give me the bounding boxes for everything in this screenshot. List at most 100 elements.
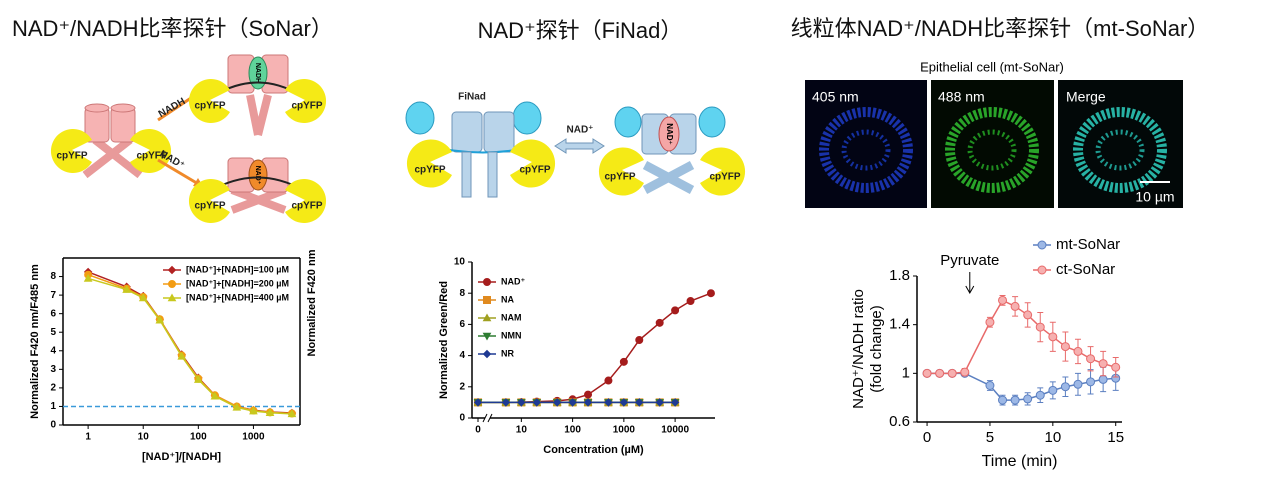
sonar-diagram: cpYFP cpYFP NADH NAD⁺ NADH cpYFP cpYFP N… bbox=[50, 54, 327, 224]
y-tick-label: 10 bbox=[454, 257, 466, 268]
marker bbox=[1086, 377, 1096, 387]
series-line bbox=[927, 299, 1116, 375]
y-tick-label: 7 bbox=[50, 290, 56, 301]
marker bbox=[671, 306, 680, 315]
marker bbox=[249, 406, 258, 415]
marker bbox=[83, 273, 93, 282]
marker bbox=[670, 398, 680, 407]
diagram-label: cpYFP bbox=[519, 165, 550, 176]
legend-marker bbox=[482, 313, 492, 322]
legend-label: [NAD⁺]+[NADH]=200 µM bbox=[186, 278, 289, 288]
diagram-label: cpYFP bbox=[604, 172, 635, 183]
x-tick-label: 5 bbox=[986, 429, 994, 446]
y-tick-label: 3 bbox=[50, 364, 56, 375]
diagram-label: cpYFP bbox=[291, 201, 322, 212]
marker bbox=[122, 285, 131, 293]
legend-label: NAM bbox=[501, 312, 522, 322]
right-label: Normalized F420 nm bbox=[306, 249, 318, 356]
x-axis-label: [NAD⁺]/[NADH] bbox=[142, 451, 221, 463]
marker bbox=[935, 368, 945, 378]
x-axis-label: Concentration (µM) bbox=[543, 444, 644, 456]
diagram-label: NAD⁺ bbox=[254, 166, 262, 185]
panel-title: 线粒体NAD⁺/NADH比率探针（mt-SoNar） bbox=[791, 16, 1210, 41]
finad-diagram: FiNad cpYFP cpYFP NAD⁺ NAD⁺ cpYFP cpYFP bbox=[405, 92, 746, 198]
marker bbox=[583, 398, 593, 407]
marker bbox=[287, 409, 297, 418]
marker bbox=[193, 375, 203, 383]
x-axis-label: Time (min) bbox=[982, 453, 1058, 470]
marker bbox=[1060, 382, 1070, 392]
marker bbox=[1010, 301, 1020, 311]
marker bbox=[922, 368, 932, 378]
marker bbox=[532, 398, 541, 407]
x-tick-label: 100 bbox=[564, 425, 581, 436]
marker bbox=[1035, 322, 1045, 332]
y-tick-label: 4 bbox=[50, 345, 56, 356]
marker bbox=[998, 395, 1008, 405]
marker bbox=[473, 398, 483, 407]
diagram-label: cpYFP bbox=[56, 151, 87, 162]
x-tick-label: 10 bbox=[1044, 429, 1061, 446]
marker bbox=[960, 367, 970, 377]
diagram-label: NADH bbox=[254, 63, 261, 83]
diagram-label: NAD⁺ bbox=[665, 123, 674, 145]
y-tick-label: 2 bbox=[459, 381, 465, 392]
channel-label: 488 nm bbox=[938, 89, 985, 105]
y-axis-label: Normalized Green/Red bbox=[438, 281, 450, 399]
legend-label: NR bbox=[501, 348, 514, 358]
x-tick-label: 0 bbox=[923, 429, 931, 446]
legend-label: [NAD⁺]+[NADH]=400 µM bbox=[186, 292, 289, 302]
legend-marker bbox=[167, 293, 177, 302]
diagram-label: FiNad bbox=[458, 92, 486, 103]
marker bbox=[706, 289, 715, 298]
marker bbox=[1073, 346, 1083, 356]
marker bbox=[568, 398, 577, 407]
image-title: Epithelial cell (mt-SoNar) bbox=[920, 59, 1064, 74]
x-tick-label: 1000 bbox=[613, 425, 636, 436]
marker bbox=[584, 390, 593, 399]
marker bbox=[947, 368, 957, 378]
marker bbox=[1048, 385, 1058, 395]
y-tick-label: 8 bbox=[459, 288, 465, 299]
marker bbox=[1023, 394, 1033, 404]
legend-label: ct-SoNar bbox=[1056, 261, 1115, 278]
y-tick-label: 1 bbox=[50, 401, 56, 412]
legend-marker bbox=[168, 280, 176, 288]
y-tick-label: 2 bbox=[50, 383, 56, 394]
axis-break bbox=[487, 413, 493, 423]
marker bbox=[635, 336, 644, 344]
marker bbox=[265, 408, 275, 417]
x-tick-label: 100 bbox=[190, 432, 207, 443]
marker bbox=[232, 402, 242, 411]
marker bbox=[1111, 362, 1121, 372]
diagram-label: cpYFP bbox=[194, 201, 225, 212]
y-tick-label: 0.6 bbox=[889, 413, 910, 430]
channel-label: Merge bbox=[1066, 89, 1106, 105]
marker bbox=[1086, 354, 1096, 364]
marker bbox=[985, 317, 995, 327]
channel-label: 405 nm bbox=[812, 89, 859, 105]
y-tick-label: 0 bbox=[459, 413, 465, 424]
marker bbox=[1098, 359, 1108, 369]
marker bbox=[517, 398, 526, 407]
x-tick-label: 10 bbox=[516, 425, 528, 436]
marker bbox=[138, 293, 148, 302]
y-tick-label: 6 bbox=[459, 319, 465, 330]
x-tick-label: 10000 bbox=[661, 425, 689, 436]
legend-marker bbox=[1037, 240, 1047, 250]
legend-label: NA bbox=[501, 294, 514, 304]
y-tick-label: 6 bbox=[50, 308, 56, 319]
marker bbox=[1060, 342, 1070, 352]
diagram-label: cpYFP bbox=[136, 151, 167, 162]
x-tick-label: 0 bbox=[475, 425, 481, 436]
marker bbox=[177, 351, 187, 360]
marker bbox=[1023, 310, 1033, 320]
x-tick-label: 15 bbox=[1107, 429, 1124, 446]
legend-marker bbox=[483, 278, 491, 286]
legend-marker bbox=[482, 349, 492, 359]
legend-marker bbox=[482, 332, 492, 341]
y-axis-label: (fold change) bbox=[868, 305, 885, 393]
y-tick-label: 1 bbox=[902, 364, 910, 381]
series-line bbox=[927, 372, 1116, 401]
